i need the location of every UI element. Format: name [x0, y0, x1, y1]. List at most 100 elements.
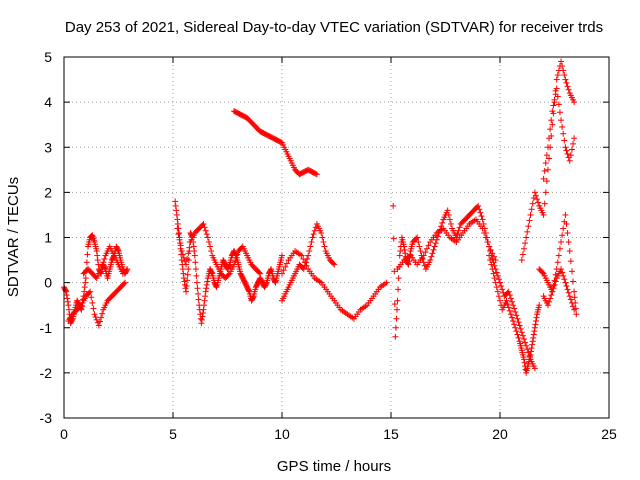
data-point — [198, 320, 205, 327]
data-point — [529, 200, 536, 207]
data-point — [183, 288, 190, 295]
data-point — [555, 252, 562, 259]
data-point — [439, 219, 446, 226]
data-point — [570, 278, 577, 285]
data-point — [510, 302, 517, 309]
data-point — [414, 234, 421, 241]
y-axis-ticks: -3 -2 -1 0 1 2 3 4 5 — [40, 49, 609, 426]
data-point — [567, 296, 574, 303]
data-point — [558, 58, 565, 65]
data-point — [93, 248, 100, 255]
data-point — [554, 93, 561, 100]
data-point — [444, 207, 451, 214]
data-point — [428, 253, 435, 260]
data-point — [120, 280, 127, 287]
data-point — [486, 252, 493, 259]
data-point — [522, 339, 529, 346]
data-point — [518, 329, 525, 336]
data-point — [401, 246, 408, 253]
data-point — [185, 250, 192, 257]
data-point — [521, 359, 528, 366]
x-tick-label: 0 — [60, 426, 68, 442]
data-point — [447, 220, 454, 227]
data-point — [184, 277, 191, 284]
y-axis-label: SDTVAR / TECUs — [5, 177, 22, 297]
data-point — [491, 253, 498, 260]
data-point — [394, 297, 401, 304]
data-point — [531, 324, 538, 331]
data-point — [573, 311, 580, 318]
data-point — [475, 202, 482, 209]
data-point — [495, 293, 502, 300]
data-point — [198, 316, 205, 323]
data-point — [123, 267, 130, 274]
data-point — [553, 85, 560, 92]
data-point — [505, 288, 512, 295]
data-point — [546, 298, 553, 305]
data-point — [432, 240, 439, 247]
data-point — [397, 248, 404, 255]
data-point — [390, 202, 397, 209]
data-point — [263, 280, 270, 287]
data-point — [173, 211, 180, 218]
data-point — [531, 189, 538, 196]
data-point — [98, 314, 105, 321]
data-point — [512, 324, 519, 331]
data-point — [550, 102, 557, 109]
y-tick-label: 3 — [44, 139, 52, 155]
data-point — [199, 310, 206, 317]
data-point — [559, 269, 566, 276]
data-point — [489, 266, 496, 273]
data-point — [561, 276, 568, 283]
data-point — [552, 278, 559, 285]
data-point — [532, 192, 539, 199]
x-axis-label: GPS time / hours — [277, 458, 391, 475]
data-point — [427, 257, 434, 264]
data-point — [245, 287, 252, 294]
data-point — [305, 252, 312, 259]
data-point — [555, 101, 562, 108]
data-point — [566, 157, 573, 164]
data-point — [520, 336, 527, 343]
data-point — [282, 263, 289, 270]
data-point — [553, 266, 560, 273]
data-point — [119, 270, 126, 277]
data-point — [564, 286, 571, 293]
data-point — [318, 229, 325, 236]
data-marks — [61, 58, 580, 376]
data-point — [312, 170, 319, 177]
data-point — [522, 240, 529, 247]
data-point — [489, 250, 496, 257]
data-point — [492, 257, 499, 264]
data-point — [205, 239, 212, 246]
data-point — [423, 245, 430, 252]
data-point — [279, 270, 285, 277]
data-point — [524, 228, 531, 235]
data-point — [257, 270, 264, 277]
data-point — [87, 288, 94, 295]
data-point — [393, 306, 400, 313]
data-point — [422, 249, 429, 256]
data-point — [497, 279, 503, 286]
x-axis-ticks: 0 5 10 15 20 25 — [60, 57, 617, 442]
data-point — [208, 269, 215, 276]
data-point — [523, 234, 530, 241]
data-point — [539, 269, 546, 276]
data-point — [558, 239, 565, 246]
data-point — [176, 236, 183, 243]
data-point — [540, 211, 547, 218]
data-point — [551, 277, 558, 284]
data-point — [271, 278, 278, 285]
data-point — [99, 262, 106, 269]
data-point — [491, 275, 498, 282]
data-point — [320, 239, 327, 246]
data-point — [547, 295, 554, 302]
data-point — [201, 224, 208, 231]
data-point — [516, 322, 523, 329]
data-point — [179, 251, 186, 258]
data-point — [534, 196, 541, 203]
data-point — [179, 266, 186, 273]
y-tick-label: 5 — [44, 49, 52, 65]
data-point — [479, 216, 486, 223]
data-point — [181, 278, 188, 285]
